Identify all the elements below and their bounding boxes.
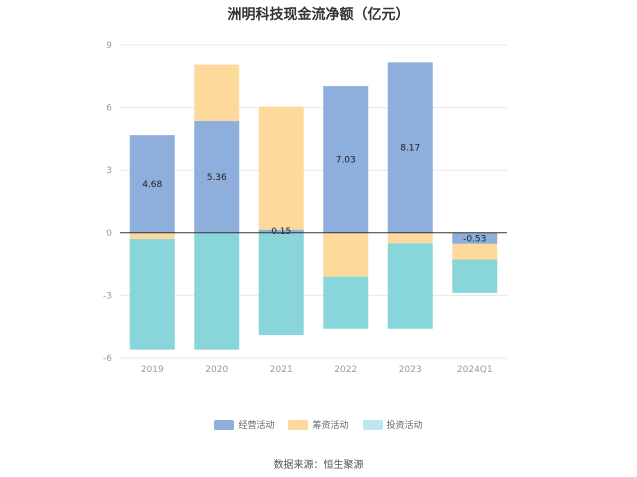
- bar-operating: [258, 229, 304, 233]
- data-label: 7.03: [336, 155, 356, 165]
- legend-swatch-operating: [214, 419, 235, 430]
- data-label: 8.17: [400, 144, 420, 154]
- bar-operating: [387, 62, 433, 233]
- legend-swatch-financing: [288, 419, 309, 430]
- y-tick-label: 0: [106, 229, 112, 239]
- chart-title: 洲明科技现金流净额（亿元）: [227, 7, 410, 23]
- bar-investing: [387, 243, 433, 329]
- legend-item-financing[interactable]: 筹资活动: [288, 418, 349, 431]
- bar-financing: [129, 232, 175, 240]
- y-tick-label: -6: [103, 354, 112, 364]
- legend-label-investing: 投资活动: [386, 421, 423, 431]
- bar-financing: [323, 232, 369, 277]
- source-note: 数据来源：恒生聚源: [273, 460, 364, 471]
- bars: [129, 62, 498, 350]
- x-tick-label: 2023: [399, 365, 422, 375]
- bar-financing: [258, 106, 304, 230]
- y-tick-label: 6: [106, 104, 112, 114]
- y-tick-label: -3: [103, 291, 112, 301]
- bar-operating: [194, 120, 240, 233]
- data-labels: 4.68 5.36 0.15 7.03 8.17 -0.53: [142, 144, 486, 245]
- y-tick-label: 9: [106, 41, 112, 51]
- x-tick-label: 2021: [270, 365, 293, 375]
- bar-operating: [452, 232, 498, 244]
- axes: 9 6 3 0 -3 -6 2019 2020 2021 2022 2023 2024Q1: [103, 41, 507, 375]
- bar-financing: [452, 243, 498, 260]
- bar-investing: [452, 259, 498, 293]
- bar-investing: [194, 232, 240, 350]
- data-label: -0.53: [463, 234, 486, 244]
- bar-investing: [258, 232, 304, 336]
- legend-label-operating: 经营活动: [238, 421, 275, 431]
- x-tick-label: 2020: [205, 365, 228, 375]
- bar-operating: [323, 86, 369, 233]
- legend: 经营活动 筹资活动 投资活动: [0, 418, 637, 431]
- legend-item-investing[interactable]: 投资活动: [362, 418, 423, 431]
- gridlines: [120, 44, 507, 359]
- legend-item-operating[interactable]: 经营活动: [214, 418, 274, 431]
- x-tick-label: 2024Q1: [457, 365, 493, 375]
- legend-swatch-investing: [362, 419, 383, 430]
- data-label: 5.36: [207, 173, 227, 183]
- bar-financing: [387, 232, 433, 244]
- legend-label-financing: 筹资活动: [312, 421, 349, 431]
- data-label: 0.15: [271, 227, 291, 237]
- x-tick-label: 2019: [141, 365, 164, 375]
- chart-plot: 4.68 5.36 0.15 7.03 8.17 -0.53 9 6 3 0 -3 -6 2019 20…: [103, 41, 507, 375]
- y-tick-label: 3: [106, 166, 112, 176]
- bar-investing: [129, 239, 175, 350]
- data-label: 4.68: [142, 180, 162, 190]
- bar-operating: [129, 135, 175, 233]
- bar-financing: [194, 64, 240, 121]
- bar-investing: [323, 276, 369, 329]
- x-tick-label: 2022: [334, 365, 357, 375]
